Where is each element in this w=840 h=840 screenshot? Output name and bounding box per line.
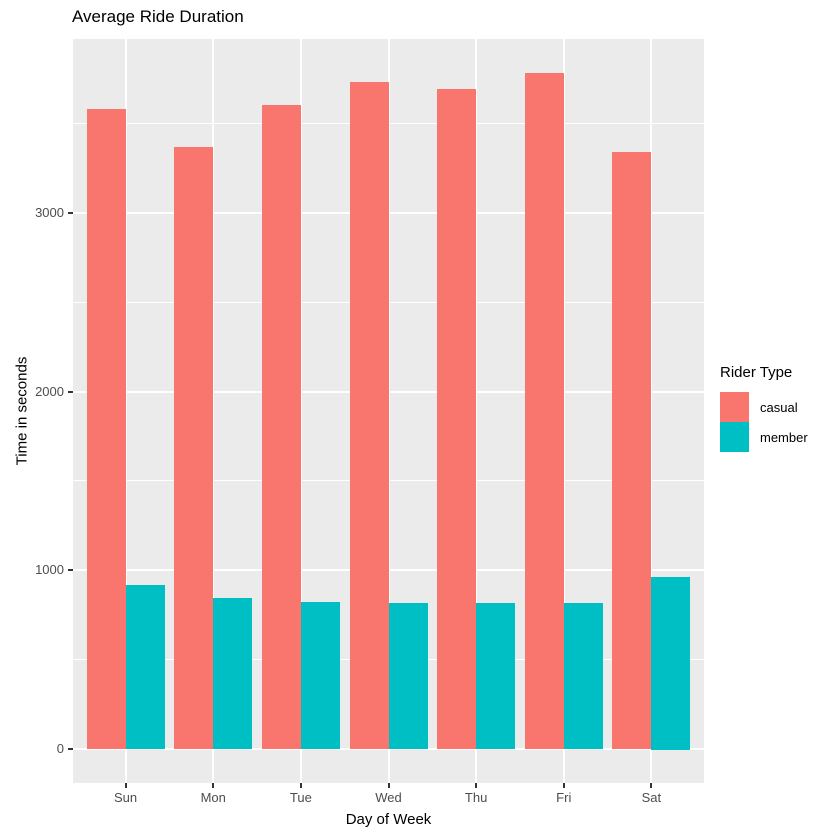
x-tick-Wed [387, 783, 390, 788]
x-tick-Sun [124, 783, 127, 788]
x-tick-label-Mon: Mon [200, 790, 226, 805]
y-tick-0 [68, 748, 73, 751]
bar-member-Wed [389, 603, 428, 749]
legend-title: Rider Type [720, 364, 793, 381]
chart-title: Average Ride Duration [72, 7, 244, 26]
bar-member-Thu [476, 603, 515, 749]
bar-casual-Wed [350, 82, 389, 749]
y-axis-title: Time in seconds [13, 356, 31, 466]
gridline-x-Mon [212, 39, 215, 783]
bar-casual-Thu [437, 89, 476, 749]
bar-casual-Fri [525, 73, 564, 749]
bar-casual-Sun [87, 109, 126, 749]
bar-member-Tue [301, 602, 340, 749]
y-tick-label-1000: 1000 [35, 562, 64, 578]
legend-swatch-member [720, 422, 749, 452]
y-tick-3000 [68, 211, 73, 214]
legend: Rider Type casual member [720, 364, 838, 452]
bar-casual-Mon [174, 147, 213, 749]
bar-member-Fri [564, 603, 603, 749]
legend-entry-member: member [720, 422, 838, 452]
y-tick-1000 [68, 569, 73, 572]
x-tick-label-Wed: Wed [375, 790, 402, 805]
x-tick-Thu [475, 783, 478, 788]
plot-panel [73, 39, 704, 783]
gridline-x-Sat [650, 39, 653, 783]
x-tick-Tue [299, 783, 302, 788]
gridline-x-Thu [475, 39, 478, 783]
x-tick-label-Tue: Tue [289, 790, 312, 805]
x-tick-label-Thu: Thu [464, 790, 488, 805]
bar-casual-Sat [612, 152, 651, 749]
legend-label-casual: casual [760, 399, 798, 415]
x-tick-Fri [562, 783, 565, 788]
x-tick-label-Fri: Fri [556, 790, 572, 805]
x-tick-Mon [212, 783, 215, 788]
legend-label-member: member [760, 429, 808, 445]
legend-entry-casual: casual [720, 392, 838, 422]
bar-casual-Tue [262, 105, 301, 749]
y-tick-label-2000: 2000 [35, 383, 64, 399]
x-tick-Sat [650, 783, 653, 788]
x-tick-label-Sun: Sun [114, 790, 138, 805]
bar-member-Mon [213, 598, 252, 749]
y-tick-2000 [68, 390, 73, 393]
x-axis-title: Day of Week [345, 811, 432, 828]
bar-member-Sat [651, 577, 690, 750]
y-tick-label-3000: 3000 [35, 204, 64, 220]
legend-swatch-casual [720, 392, 749, 422]
bar-member-Sun [126, 585, 165, 749]
x-tick-label-Sat: Sat [641, 790, 662, 805]
y-tick-label-0: 0 [56, 741, 64, 757]
